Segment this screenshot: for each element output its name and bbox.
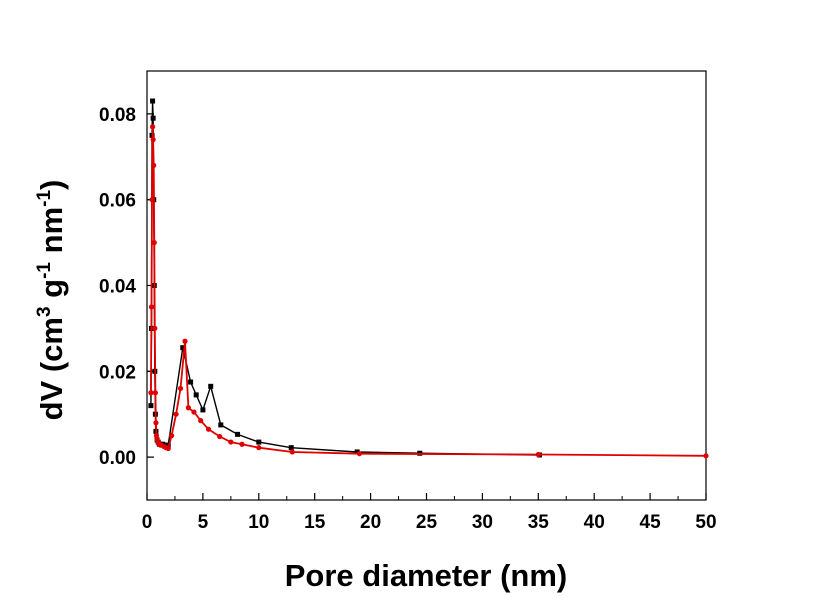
data-point bbox=[218, 422, 224, 428]
data-point bbox=[191, 409, 197, 415]
x-tick-label: 20 bbox=[360, 512, 381, 533]
data-point bbox=[535, 451, 541, 458]
x-tick-label: 50 bbox=[695, 512, 716, 533]
data-point bbox=[288, 445, 294, 451]
x-tick-label: 0 bbox=[142, 512, 153, 533]
data-point bbox=[703, 453, 709, 459]
data-point bbox=[235, 431, 241, 437]
series-layer bbox=[148, 98, 709, 459]
x-tick-label: 5 bbox=[198, 512, 209, 533]
x-tick-label: 40 bbox=[584, 512, 605, 533]
x-tick-label: 30 bbox=[472, 512, 493, 533]
data-point bbox=[177, 385, 184, 392]
x-tick-label: 15 bbox=[304, 512, 326, 533]
data-point bbox=[149, 124, 156, 130]
data-point bbox=[239, 441, 245, 447]
data-point bbox=[150, 98, 156, 104]
data-point bbox=[148, 390, 154, 396]
y-axis-title-sup-3: -1 bbox=[34, 190, 55, 207]
series-1 bbox=[148, 98, 542, 458]
y-tick-label: 0.08 bbox=[99, 105, 136, 126]
data-point bbox=[256, 445, 262, 451]
data-point bbox=[198, 418, 204, 424]
data-point bbox=[208, 383, 214, 389]
y-axis-title-sup-2: -1 bbox=[34, 262, 55, 279]
data-point bbox=[150, 137, 156, 143]
data-point bbox=[165, 445, 171, 452]
data-point bbox=[148, 403, 154, 409]
x-tick-label: 35 bbox=[528, 512, 550, 533]
data-point bbox=[152, 325, 158, 331]
data-point bbox=[289, 449, 295, 455]
y-axis-title-prefix: dV (cm bbox=[34, 317, 69, 420]
data-point bbox=[153, 433, 160, 439]
data-point bbox=[152, 390, 158, 396]
data-point bbox=[182, 338, 188, 344]
y-axis-title-sup-1: 3 bbox=[34, 306, 55, 317]
series-2 bbox=[148, 124, 709, 459]
data-point bbox=[193, 392, 199, 398]
y-axis-title-mid-1: g bbox=[34, 279, 69, 307]
data-point bbox=[180, 345, 186, 351]
y-tick-label: 0.00 bbox=[99, 448, 136, 469]
series-line bbox=[150, 100, 540, 456]
y-axis-title-mid-2: nm bbox=[34, 207, 69, 262]
data-point bbox=[151, 240, 157, 246]
data-point bbox=[256, 439, 262, 445]
x-axis-ticks: 0 5 10 15 20 25 30 35 40 45 50 bbox=[142, 493, 717, 533]
data-point bbox=[153, 420, 159, 426]
data-point bbox=[200, 407, 206, 413]
data-point bbox=[185, 405, 191, 411]
plot-frame bbox=[146, 70, 707, 501]
y-tick-label: 0.04 bbox=[99, 277, 136, 298]
data-point bbox=[148, 304, 155, 310]
data-point bbox=[168, 433, 175, 439]
plot-border bbox=[146, 70, 707, 501]
data-point bbox=[354, 449, 360, 455]
series-line bbox=[150, 125, 707, 457]
y-tick-label: 0.06 bbox=[99, 191, 136, 212]
data-point bbox=[188, 379, 194, 385]
data-point bbox=[173, 411, 179, 417]
data-point bbox=[150, 115, 156, 121]
data-point bbox=[356, 451, 363, 457]
data-point bbox=[205, 426, 212, 432]
data-point bbox=[151, 162, 157, 168]
y-axis-title-suffix: ) bbox=[34, 180, 69, 190]
data-point bbox=[228, 439, 234, 445]
data-point bbox=[149, 197, 155, 203]
x-tick-label: 10 bbox=[248, 512, 269, 533]
x-tick-label: 25 bbox=[416, 512, 438, 533]
x-tick-label: 45 bbox=[640, 512, 662, 533]
data-point bbox=[217, 433, 223, 440]
y-axis-ticks: 0.00 0.02 0.04 0.06 0.08 bbox=[99, 105, 154, 469]
y-tick-label: 0.02 bbox=[99, 362, 136, 383]
y-axis-title: dV (cm3 g-1 nm-1) bbox=[34, 180, 69, 421]
x-axis-title: Pore diameter (nm) bbox=[285, 558, 568, 593]
